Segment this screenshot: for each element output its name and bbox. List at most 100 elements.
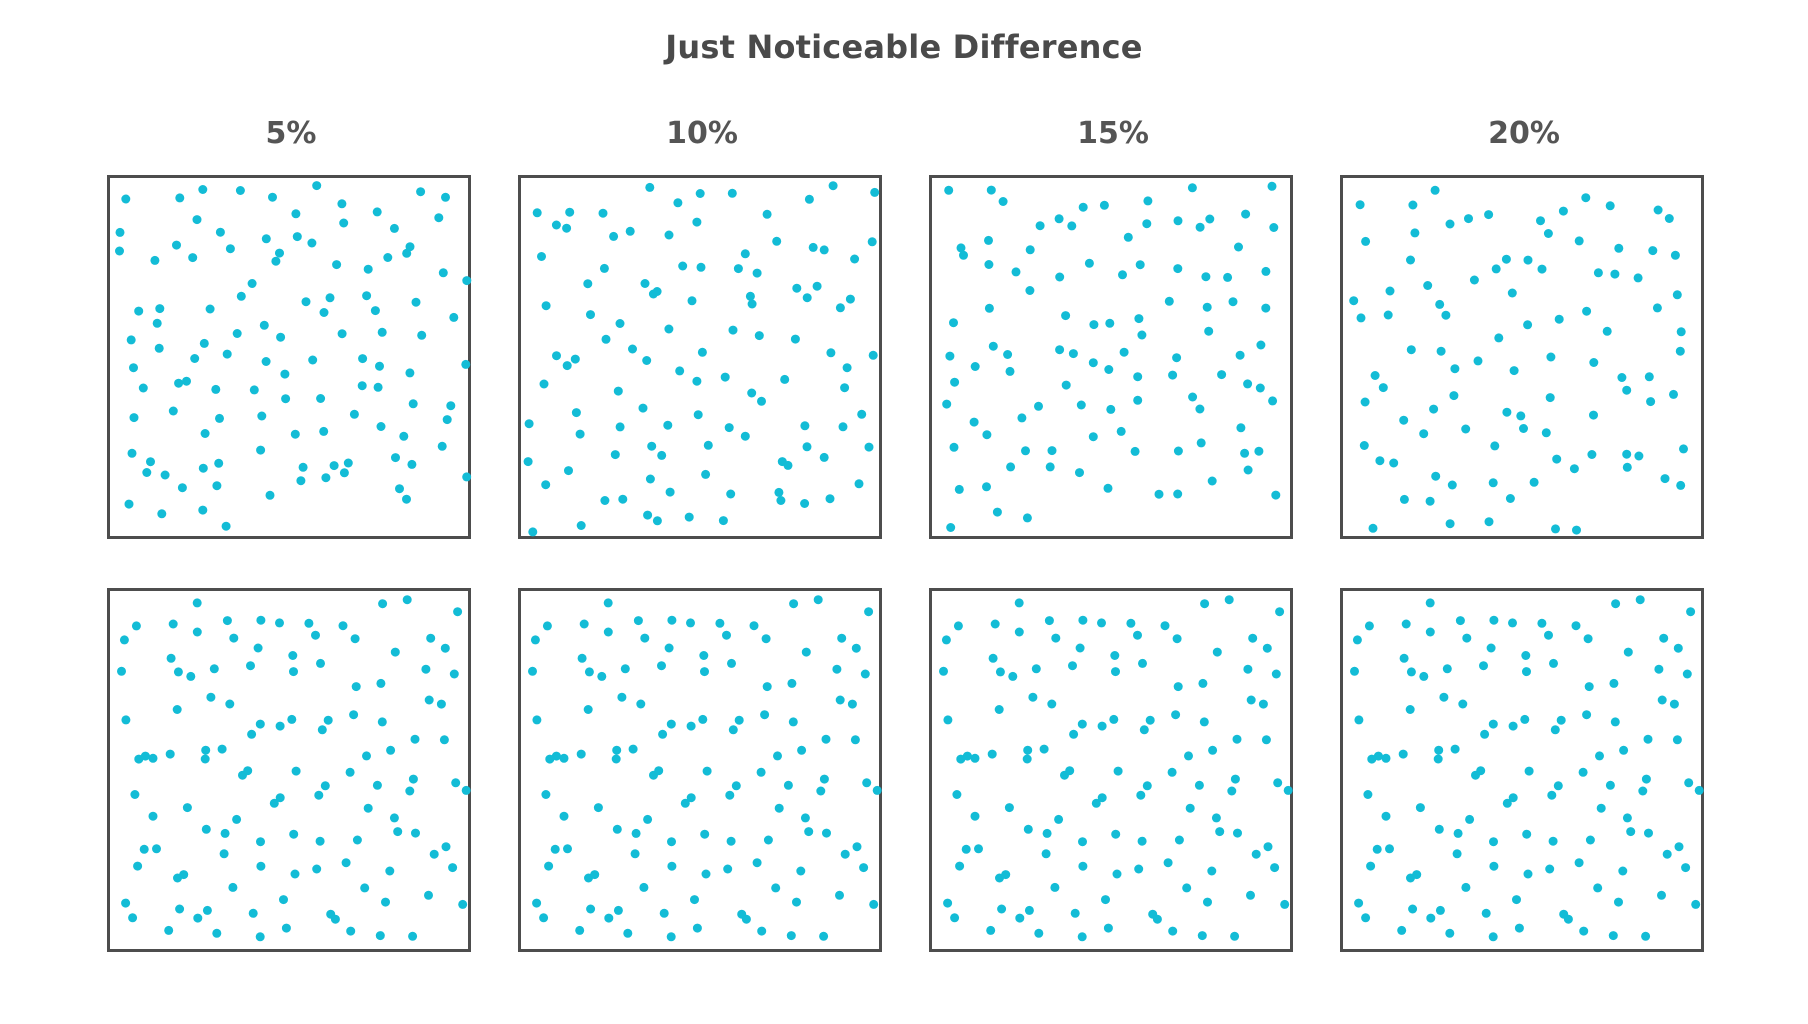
dot [350,634,360,644]
dot [363,803,373,813]
dot [613,905,623,915]
dot [1694,785,1704,795]
dot [1263,842,1273,852]
dot [835,303,845,313]
dot [734,715,744,725]
dot [1201,272,1211,282]
dot [763,835,773,845]
dot [343,458,353,468]
dot [1130,446,1140,456]
dot [179,870,189,880]
dot [772,236,782,246]
dot [1212,647,1222,657]
dot [1195,222,1205,232]
dot [583,705,593,714]
dot [774,803,784,813]
dot [850,254,860,264]
dot [1501,254,1511,264]
dot [1617,373,1627,382]
dot [315,836,325,846]
dot [946,523,956,532]
dot [434,213,444,223]
dot [1550,725,1560,735]
dot [1103,923,1113,933]
dot [800,421,810,431]
dot [664,324,674,334]
dot [727,658,736,668]
dot [441,842,451,852]
dot [372,780,382,790]
dot [859,863,869,873]
dot [1635,595,1645,605]
dot [115,246,124,256]
dot [1354,715,1364,725]
dot [124,499,134,509]
dot [312,181,322,191]
dot [686,721,696,731]
dot [1154,489,1164,499]
dot [541,790,551,799]
dot [867,237,877,247]
dot [255,719,265,729]
dot [1350,666,1359,676]
dot [1509,366,1519,376]
dot [864,607,874,617]
dot [1544,630,1553,640]
dot [198,185,208,194]
dot [1670,250,1680,260]
dot [628,744,638,754]
dot [1406,255,1415,265]
dot [1516,411,1526,421]
dot [1641,931,1651,941]
dot [1204,326,1214,336]
dot [747,299,757,309]
dot [952,790,962,799]
dot [789,599,799,609]
dot [192,627,202,637]
dot [1261,266,1271,276]
dot [1652,303,1662,313]
dot [462,276,472,286]
dot [1091,798,1101,808]
dot [1014,627,1024,637]
dot [1070,908,1080,918]
dot [1464,214,1473,224]
dot [131,621,141,631]
dot [1367,754,1377,764]
dot [1426,913,1436,923]
dot [701,869,711,879]
dot [261,357,271,366]
dot [1605,201,1615,211]
dot [1660,474,1670,484]
dot [565,207,575,217]
dot [1261,303,1271,313]
dot [800,499,810,508]
dot [1111,667,1120,677]
dot [1436,346,1446,356]
dot [307,238,317,248]
dot [1233,828,1242,838]
dot [825,494,835,504]
dot [1686,607,1696,617]
dot [1024,905,1034,915]
dot [802,293,812,303]
dot [612,745,622,755]
dot [757,926,767,936]
dot [1123,232,1133,242]
dot [121,715,131,725]
dot [699,651,709,660]
dot [186,671,196,681]
dot [1619,745,1629,755]
dot [1243,379,1253,389]
dot [152,844,161,854]
dot [723,864,733,874]
dot [1145,715,1155,725]
dot [1262,643,1272,653]
dot [389,223,399,233]
dot [133,861,143,871]
dot [279,895,288,905]
dot [1227,786,1237,796]
dot [1361,913,1371,923]
dot [268,192,277,202]
chart-title: Just Noticeable Difference [665,28,1143,66]
